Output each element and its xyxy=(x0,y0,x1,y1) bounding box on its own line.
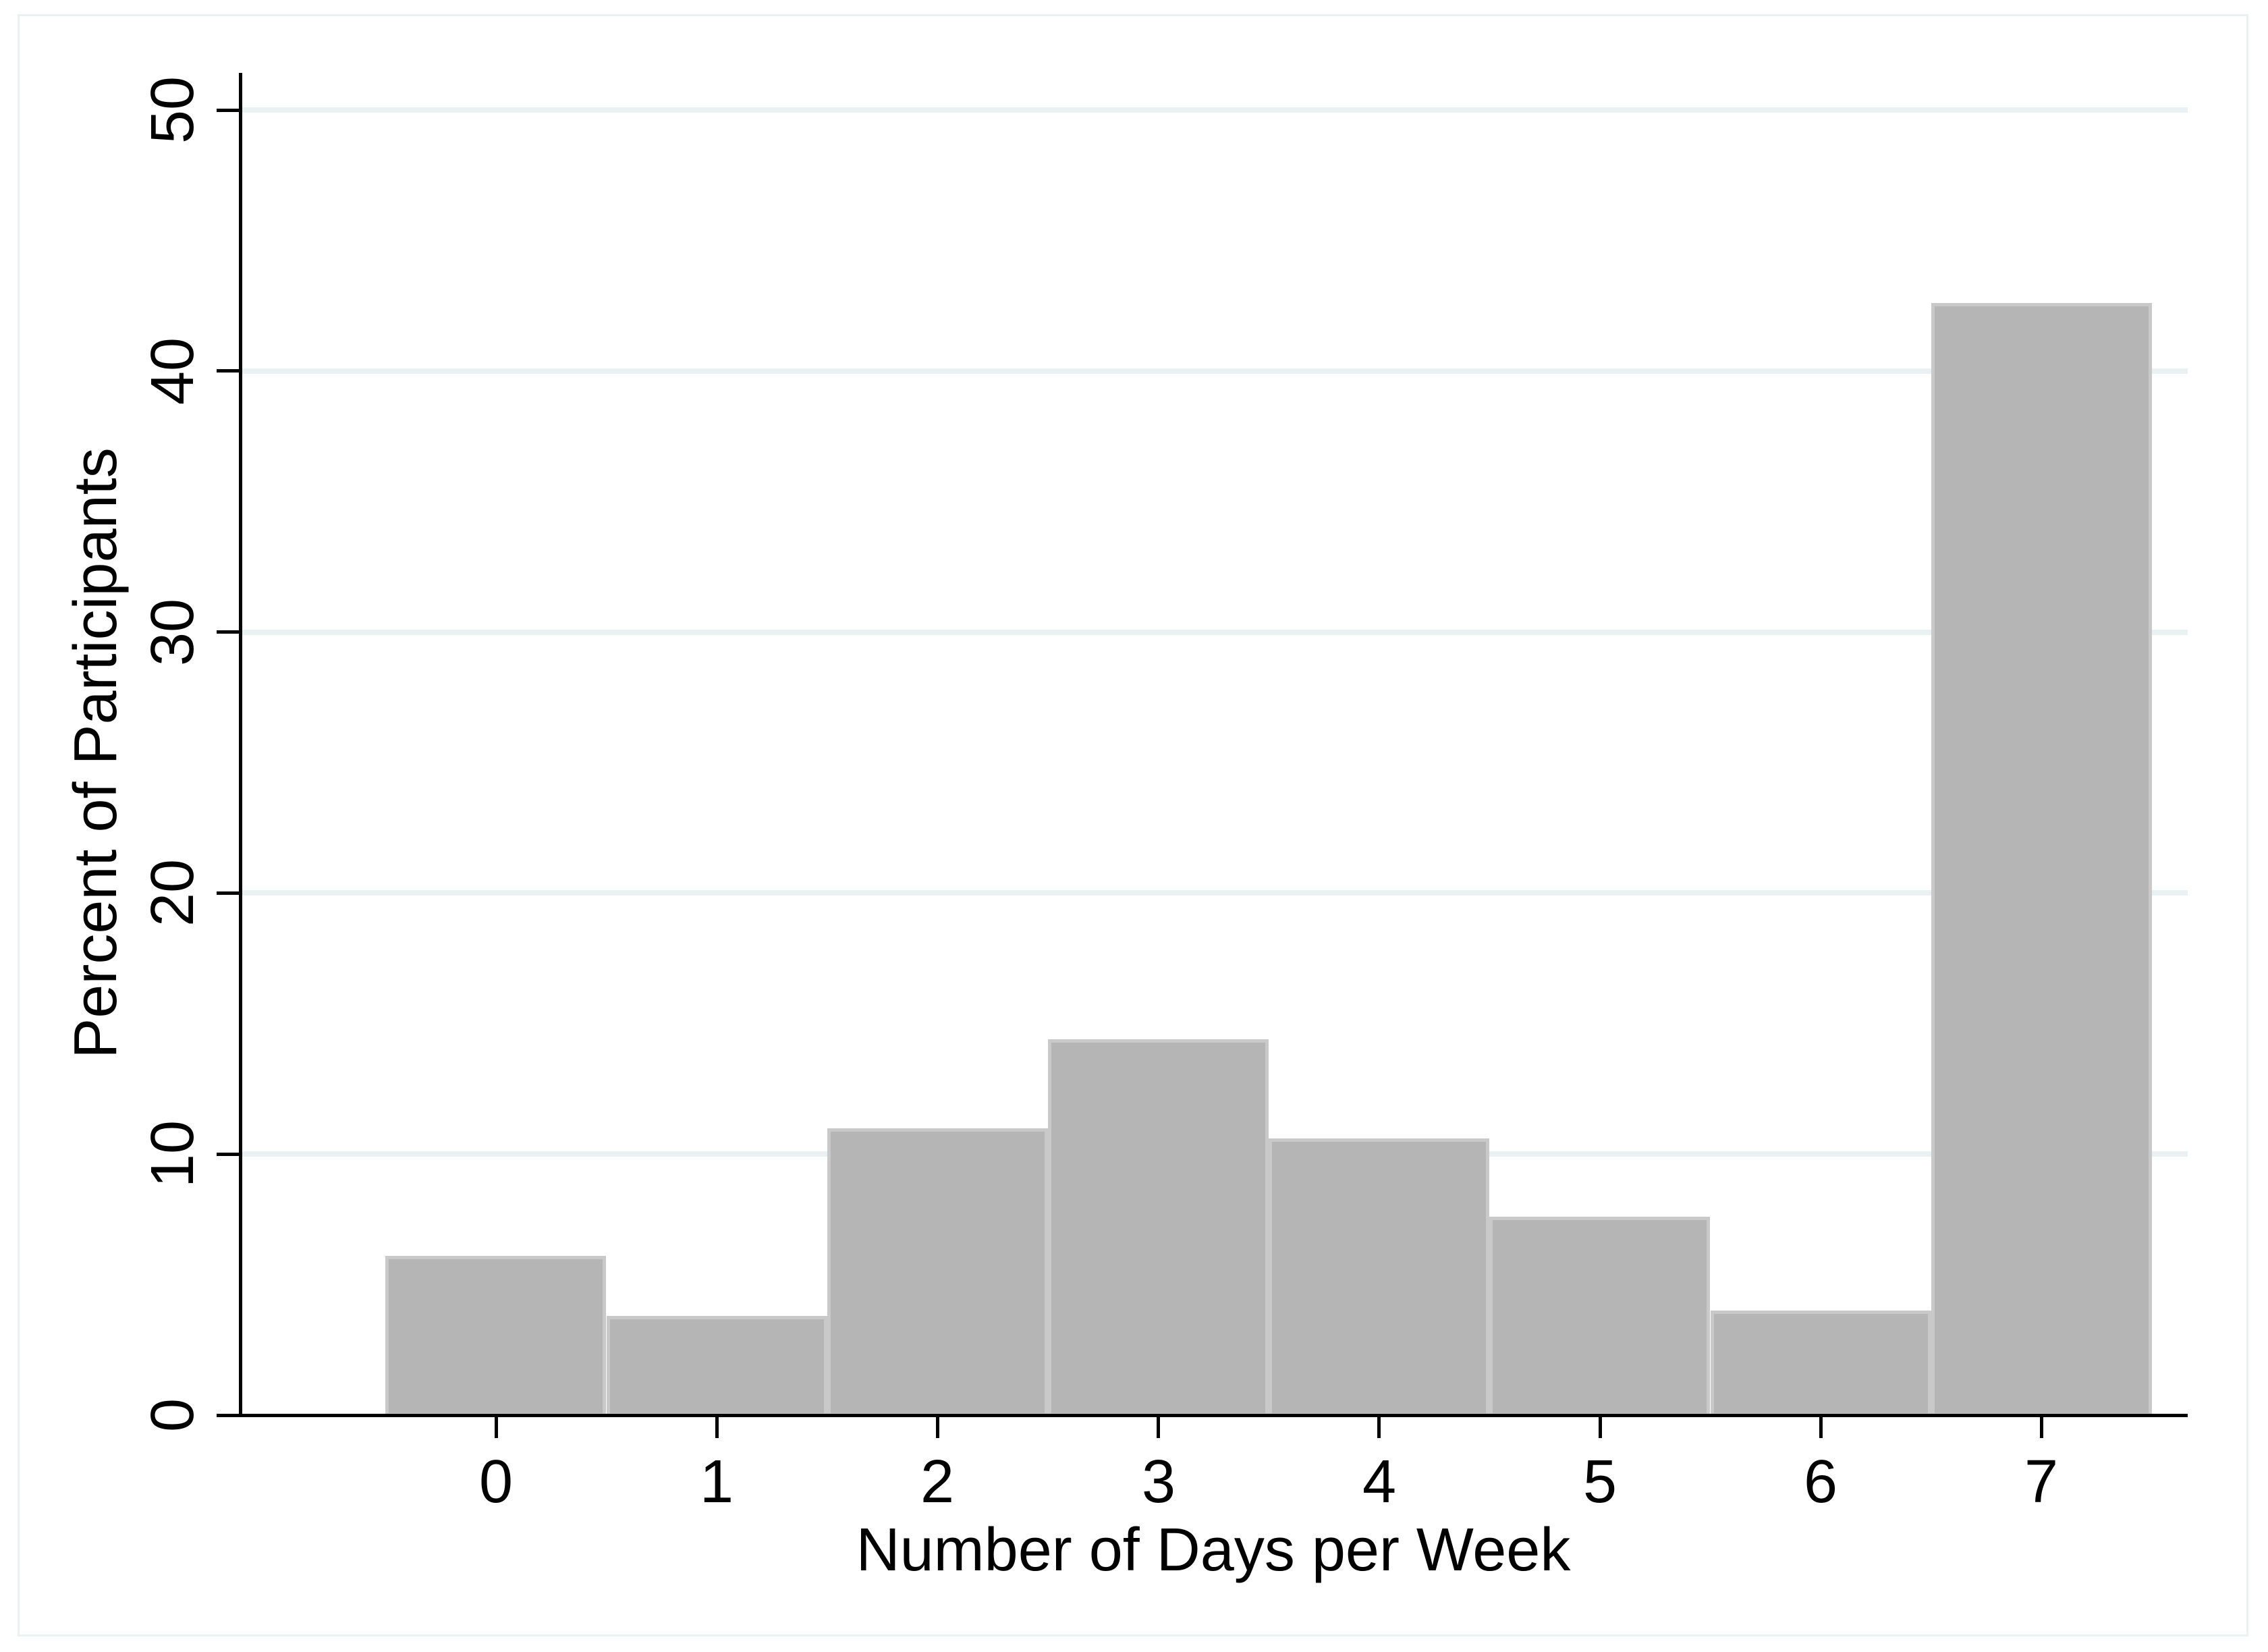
y-tick-label: 40 xyxy=(139,337,206,406)
y-gridline xyxy=(242,890,2188,896)
y-axis-title: Percent of Participants xyxy=(62,447,130,1059)
histogram-bar xyxy=(1711,1311,1931,1416)
x-tick-label: 4 xyxy=(1362,1448,1397,1516)
y-tick xyxy=(217,1153,239,1156)
histogram-bar xyxy=(1931,303,2152,1416)
graph-region-border xyxy=(18,14,2248,1636)
y-tick-label: 50 xyxy=(139,76,206,144)
y-tick-label: 0 xyxy=(139,1398,206,1433)
y-tick xyxy=(217,109,239,112)
histogram-bar xyxy=(385,1256,606,1416)
histogram-bar xyxy=(607,1316,827,1416)
x-tick-label: 2 xyxy=(920,1448,955,1516)
y-tick xyxy=(217,1414,239,1417)
y-gridline xyxy=(242,368,2188,374)
x-tick xyxy=(1377,1417,1381,1438)
x-tick-label: 7 xyxy=(2024,1448,2059,1516)
x-tick xyxy=(2040,1417,2043,1438)
x-axis-title: Number of Days per Week xyxy=(856,1516,1571,1584)
y-tick-label: 30 xyxy=(139,598,206,667)
y-gridline xyxy=(242,107,2188,113)
histogram-bar xyxy=(1048,1039,1269,1416)
x-tick-label: 1 xyxy=(699,1448,734,1516)
x-tick-label: 5 xyxy=(1582,1448,1617,1516)
histogram-bar xyxy=(827,1128,1048,1416)
x-tick xyxy=(1819,1417,1823,1438)
x-tick xyxy=(495,1417,498,1438)
y-gridline xyxy=(242,630,2188,635)
y-tick xyxy=(217,630,239,634)
x-tick-label: 0 xyxy=(478,1448,514,1516)
x-tick xyxy=(1157,1417,1160,1438)
x-tick xyxy=(1599,1417,1602,1438)
x-tick-label: 6 xyxy=(1803,1448,1838,1516)
y-tick-label: 20 xyxy=(139,858,206,927)
y-tick xyxy=(217,891,239,895)
histogram-bar xyxy=(1489,1217,1710,1416)
x-tick xyxy=(715,1417,719,1438)
y-tick-label: 10 xyxy=(139,1120,206,1188)
x-tick xyxy=(936,1417,939,1438)
x-tick-label: 3 xyxy=(1141,1448,1176,1516)
y-axis-line xyxy=(239,73,242,1417)
y-tick xyxy=(217,369,239,373)
histogram-bar xyxy=(1269,1138,1489,1416)
x-axis-line xyxy=(239,1414,2188,1417)
